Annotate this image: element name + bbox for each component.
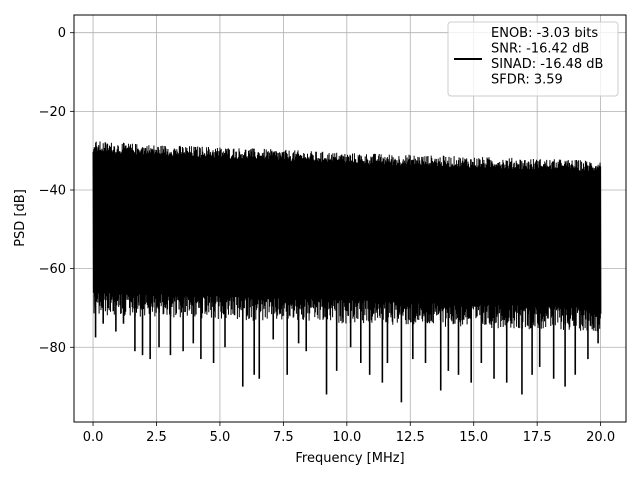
y-tick-label: 0 xyxy=(58,26,66,41)
x-tick-label: 0.0 xyxy=(83,430,104,445)
x-axis-ticks: 0.0 2.5 5.0 7.5 10.0 12.5 15.0 17.5 20.0 xyxy=(83,422,615,445)
legend: ENOB: -3.03 bits SNR: -16.42 dB SINAD: -16… xyxy=(447,21,619,97)
x-tick-label: 17.5 xyxy=(523,430,552,445)
x-tick-label: 2.5 xyxy=(146,430,167,445)
x-tick-label: 7.5 xyxy=(273,430,294,445)
y-tick-label: −60 xyxy=(39,262,66,277)
psd-trace xyxy=(92,141,602,332)
y-tick-label: −40 xyxy=(39,183,66,198)
legend-box xyxy=(447,21,619,97)
x-tick-label: 15.0 xyxy=(459,430,488,445)
x-tick-label: 5.0 xyxy=(210,430,231,445)
legend-label: ENOB: -3.03 bits SNR: -16.42 dB SINAD: -16… xyxy=(491,26,603,88)
x-tick-label: 10.0 xyxy=(332,430,361,445)
x-tick-label: 20.0 xyxy=(586,430,615,445)
y-tick-label: −80 xyxy=(39,341,66,356)
x-axis-label: Frequency [MHz] xyxy=(295,451,404,466)
y-axis-ticks: 0 −20 −40 −60 −80 xyxy=(39,26,74,356)
plot-area xyxy=(92,141,602,403)
y-tick-label: −20 xyxy=(39,105,66,120)
y-axis-label: PSD [dB] xyxy=(13,189,28,247)
x-tick-label: 12.5 xyxy=(396,430,425,445)
psd-series xyxy=(92,141,602,403)
axes-frame xyxy=(73,14,627,423)
